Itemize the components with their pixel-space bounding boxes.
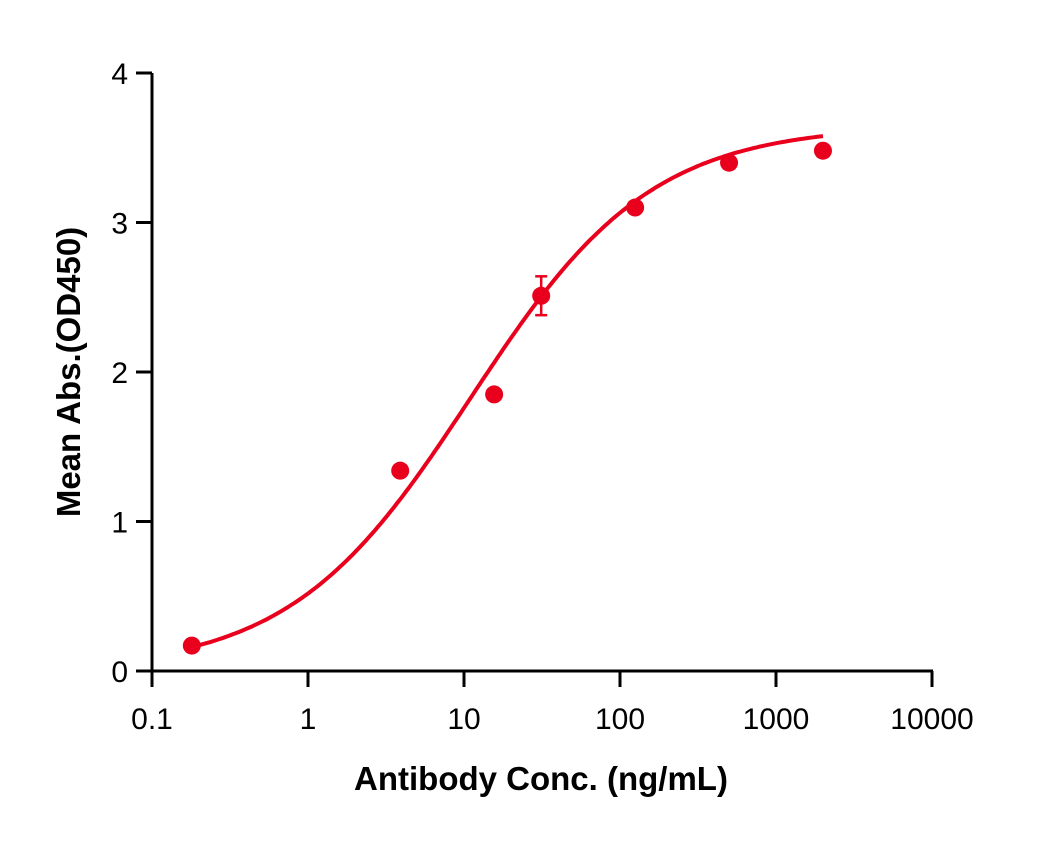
x-axis-title: Antibody Conc. (ng/mL) [354,760,728,797]
y-tick-label: 0 [111,656,128,689]
data-point [391,461,410,480]
x-tick-label: 0.1 [131,703,173,736]
data-point [532,286,551,305]
data-point [720,153,739,172]
y-tick-label: 2 [111,357,128,390]
data-point [182,636,201,655]
y-tick-label: 3 [111,208,128,241]
y-tick-label: 4 [111,58,128,91]
x-tick-label: 1 [300,703,317,736]
data-point [813,141,832,160]
y-tick-label: 1 [111,507,128,540]
axes: 0 1 2 3 4 0.1 1 10 100 1000 10000 [111,58,973,736]
x-tick-label: 10000 [890,703,973,736]
fit-line [191,134,824,650]
data-point [626,198,645,217]
y-axis-title: Mean Abs.(OD450) [50,227,87,517]
data-points [182,141,832,655]
x-tick-label: 10 [447,703,480,736]
data-point [485,385,504,404]
fit-curve [191,134,824,650]
x-tick-label: 100 [595,703,645,736]
x-tick-label: 1000 [743,703,810,736]
